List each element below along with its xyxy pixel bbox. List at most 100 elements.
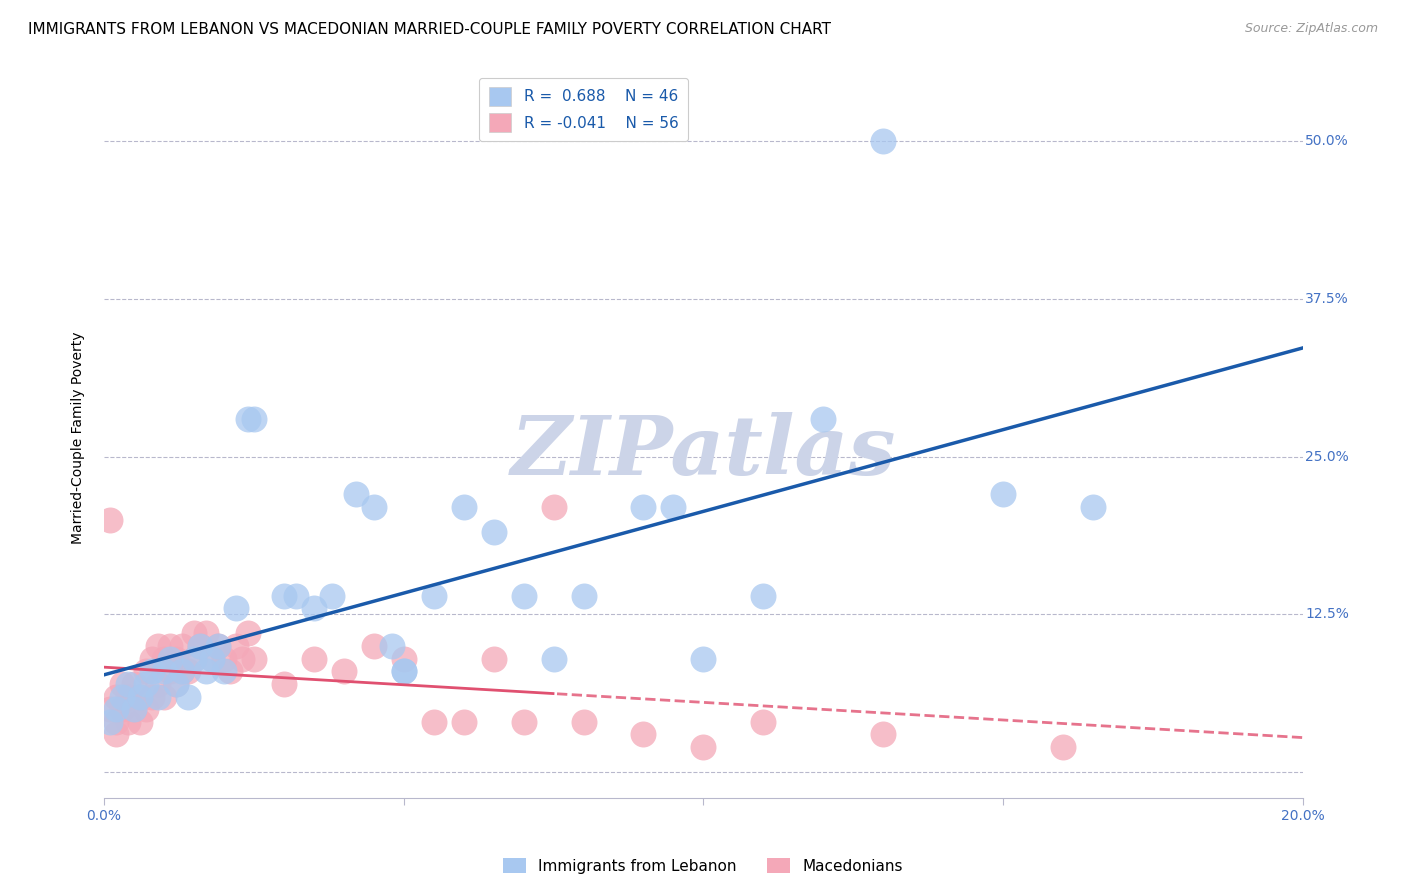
Point bbox=[363, 639, 385, 653]
Point bbox=[363, 500, 385, 514]
Point bbox=[422, 589, 444, 603]
Point bbox=[129, 690, 152, 704]
Point bbox=[159, 651, 181, 665]
Point bbox=[188, 639, 211, 653]
Point bbox=[332, 665, 354, 679]
Point bbox=[572, 589, 595, 603]
Point bbox=[692, 740, 714, 755]
Text: 50.0%: 50.0% bbox=[1305, 134, 1348, 147]
Point bbox=[453, 714, 475, 729]
Point bbox=[183, 626, 205, 640]
Point bbox=[141, 651, 163, 665]
Point bbox=[98, 702, 121, 716]
Point bbox=[153, 665, 176, 679]
Point bbox=[104, 727, 127, 741]
Point bbox=[104, 690, 127, 704]
Point bbox=[872, 727, 894, 741]
Point bbox=[243, 651, 266, 665]
Point bbox=[135, 677, 157, 691]
Legend: R =  0.688    N = 46, R = -0.041    N = 56: R = 0.688 N = 46, R = -0.041 N = 56 bbox=[479, 78, 688, 141]
Point bbox=[165, 677, 187, 691]
Point bbox=[188, 639, 211, 653]
Point bbox=[201, 651, 224, 665]
Point bbox=[692, 651, 714, 665]
Point bbox=[572, 714, 595, 729]
Point bbox=[177, 665, 200, 679]
Point bbox=[129, 714, 152, 729]
Point bbox=[236, 626, 259, 640]
Point bbox=[218, 665, 240, 679]
Point bbox=[194, 626, 217, 640]
Point bbox=[194, 665, 217, 679]
Point bbox=[482, 525, 505, 540]
Point bbox=[236, 411, 259, 425]
Point bbox=[872, 134, 894, 148]
Point bbox=[135, 665, 157, 679]
Point bbox=[111, 677, 134, 691]
Point bbox=[381, 639, 404, 653]
Point bbox=[321, 589, 343, 603]
Point bbox=[122, 702, 145, 716]
Point bbox=[111, 690, 134, 704]
Point bbox=[170, 639, 193, 653]
Point bbox=[165, 651, 187, 665]
Point bbox=[543, 500, 565, 514]
Point bbox=[302, 601, 325, 615]
Point bbox=[146, 690, 169, 704]
Point bbox=[991, 487, 1014, 501]
Point bbox=[183, 651, 205, 665]
Point bbox=[752, 589, 775, 603]
Point bbox=[453, 500, 475, 514]
Point bbox=[231, 651, 253, 665]
Point bbox=[104, 702, 127, 716]
Point bbox=[201, 651, 224, 665]
Point bbox=[117, 677, 139, 691]
Point bbox=[273, 677, 295, 691]
Point bbox=[177, 690, 200, 704]
Point bbox=[153, 651, 176, 665]
Point bbox=[141, 690, 163, 704]
Point bbox=[212, 665, 235, 679]
Point bbox=[170, 665, 193, 679]
Point bbox=[225, 639, 247, 653]
Point bbox=[129, 690, 152, 704]
Point bbox=[117, 714, 139, 729]
Point bbox=[662, 500, 685, 514]
Point bbox=[104, 714, 127, 729]
Point bbox=[111, 702, 134, 716]
Text: 12.5%: 12.5% bbox=[1305, 607, 1348, 622]
Point bbox=[512, 589, 534, 603]
Y-axis label: Married-Couple Family Poverty: Married-Couple Family Poverty bbox=[72, 331, 86, 544]
Point bbox=[633, 727, 655, 741]
Point bbox=[98, 513, 121, 527]
Point bbox=[207, 639, 229, 653]
Point bbox=[135, 702, 157, 716]
Point bbox=[512, 714, 534, 729]
Point bbox=[122, 702, 145, 716]
Point bbox=[146, 677, 169, 691]
Point bbox=[273, 589, 295, 603]
Legend: Immigrants from Lebanon, Macedonians: Immigrants from Lebanon, Macedonians bbox=[496, 852, 910, 880]
Point bbox=[159, 665, 181, 679]
Point bbox=[752, 714, 775, 729]
Text: IMMIGRANTS FROM LEBANON VS MACEDONIAN MARRIED-COUPLE FAMILY POVERTY CORRELATION : IMMIGRANTS FROM LEBANON VS MACEDONIAN MA… bbox=[28, 22, 831, 37]
Point bbox=[122, 677, 145, 691]
Point bbox=[482, 651, 505, 665]
Point bbox=[1081, 500, 1104, 514]
Point bbox=[392, 665, 415, 679]
Point bbox=[117, 690, 139, 704]
Point bbox=[207, 639, 229, 653]
Point bbox=[284, 589, 307, 603]
Point bbox=[98, 714, 121, 729]
Point bbox=[392, 665, 415, 679]
Point bbox=[344, 487, 367, 501]
Text: 37.5%: 37.5% bbox=[1305, 292, 1348, 306]
Point bbox=[392, 651, 415, 665]
Point bbox=[302, 651, 325, 665]
Text: 25.0%: 25.0% bbox=[1305, 450, 1348, 464]
Point bbox=[243, 411, 266, 425]
Point bbox=[1052, 740, 1074, 755]
Text: Source: ZipAtlas.com: Source: ZipAtlas.com bbox=[1244, 22, 1378, 36]
Point bbox=[141, 665, 163, 679]
Point bbox=[422, 714, 444, 729]
